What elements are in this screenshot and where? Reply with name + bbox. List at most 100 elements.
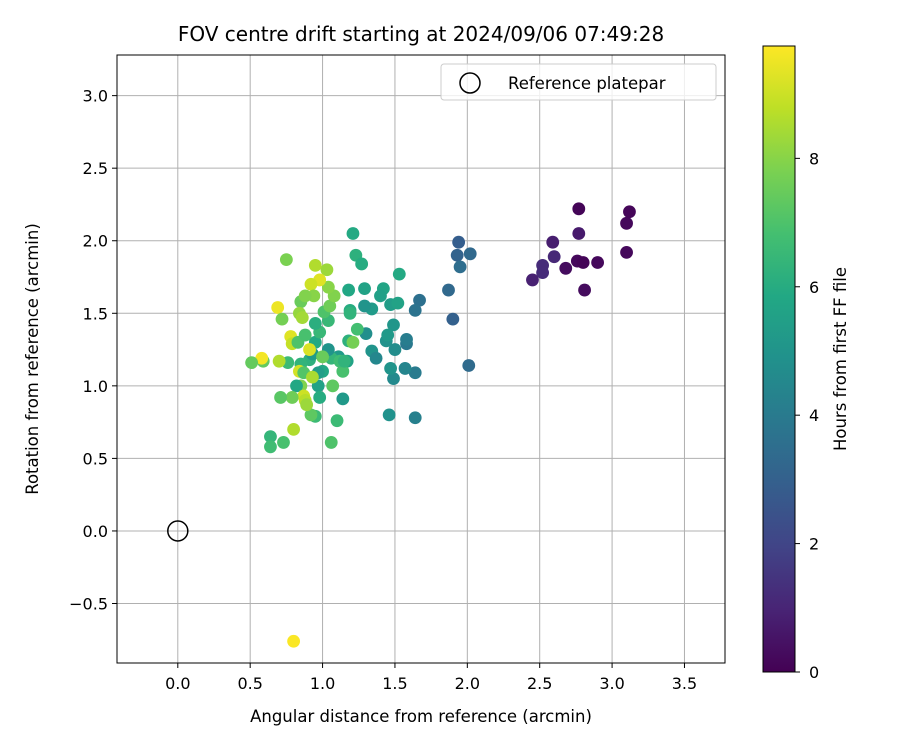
data-point: [578, 283, 591, 297]
data-point: [298, 328, 312, 342]
data-point: [336, 392, 350, 406]
data-point: [620, 245, 633, 259]
data-point: [358, 299, 371, 313]
data-point: [572, 227, 586, 240]
data-point: [255, 351, 269, 365]
x-axis-label: Angular distance from reference (arcmin): [250, 707, 592, 726]
data-point: [591, 256, 605, 269]
data-point: [245, 356, 259, 370]
data-point: [446, 312, 460, 326]
data-point: [350, 322, 364, 336]
data-point: [576, 256, 590, 269]
x-tick-label: 0.5: [237, 674, 262, 693]
grid-lines: [117, 55, 725, 663]
x-tick-label: 3.5: [672, 674, 697, 693]
data-point: [290, 379, 303, 393]
legend-box: [440, 63, 717, 101]
data-point: [287, 634, 301, 648]
data-point: [343, 306, 357, 320]
data-point: [355, 257, 369, 271]
data-point: [462, 359, 476, 372]
data-point: [304, 277, 318, 291]
data-point: [388, 343, 402, 356]
data-point: [274, 391, 287, 404]
y-tick-label: 1.5: [83, 304, 108, 323]
reference-point-marker: [167, 520, 189, 542]
data-point: [526, 273, 539, 287]
data-point: [623, 205, 636, 219]
legend-marker: [459, 72, 481, 94]
y-tick-label: 2.0: [83, 232, 108, 251]
data-point: [559, 261, 573, 275]
data-point: [298, 289, 312, 303]
data-point: [304, 408, 318, 422]
data-point: [320, 263, 334, 277]
data-point: [342, 283, 356, 297]
data-point: [413, 293, 426, 307]
data-point: [330, 414, 344, 428]
data-point: [275, 312, 289, 326]
data-point: [308, 317, 322, 330]
data-point: [398, 362, 412, 375]
data-point: [400, 333, 413, 346]
data-point: [369, 351, 383, 365]
data-point: [620, 216, 633, 230]
data-point: [323, 299, 337, 313]
data-point: [295, 311, 309, 325]
colorbar-tick-label: 4: [809, 406, 819, 425]
data-point: [442, 283, 455, 297]
legend: Reference platepar: [440, 63, 717, 101]
data-point: [452, 235, 466, 249]
data-point: [374, 289, 387, 303]
data-point: [536, 266, 549, 280]
colorbar-tick-label: 8: [809, 149, 819, 168]
y-tick-label: 0.5: [83, 449, 108, 468]
data-point: [326, 379, 340, 393]
data-point: [547, 250, 561, 264]
x-axis-ticks: 0.0 0.5 1.0 1.5 2.0 2.5 3.0 3.5: [165, 663, 697, 693]
data-point: [271, 301, 285, 314]
data-point: [381, 328, 395, 342]
x-tick-label: 1.5: [382, 674, 407, 693]
data-point: [384, 362, 397, 375]
y-tick-label: −0.5: [69, 595, 108, 614]
data-point: [408, 366, 422, 380]
data-point: [546, 235, 560, 249]
data-point: [382, 408, 396, 422]
data-point: [408, 411, 422, 425]
data-point: [308, 259, 322, 272]
data-point: [303, 343, 316, 356]
data-point: [279, 253, 293, 267]
y-tick-label: 2.5: [83, 159, 108, 178]
x-tick-label: 1.0: [310, 674, 335, 693]
y-tick-label: 3.0: [83, 87, 108, 106]
y-tick-label: 1.0: [83, 377, 108, 396]
colorbar-label: Hours from first FF file: [831, 267, 850, 451]
legend-label: Reference platepar: [508, 74, 666, 93]
scatter-series: [245, 202, 636, 648]
y-axis-label: Rotation from reference (arcmin): [23, 223, 42, 495]
colorbar: 0 2 4 6 8 Hours from first FF file: [762, 45, 850, 682]
data-point: [313, 391, 327, 404]
data-point: [387, 318, 400, 332]
data-point: [463, 247, 477, 261]
data-point: [336, 364, 350, 378]
colorbar-tick-label: 6: [809, 278, 819, 297]
data-point: [408, 303, 422, 317]
x-tick-label: 2.5: [527, 674, 552, 693]
data-point: [285, 391, 299, 404]
data-point: [387, 372, 400, 385]
data-point: [391, 296, 405, 310]
plot-frame: [116, 54, 726, 664]
colorbar-tick-label: 0: [809, 663, 819, 682]
data-point: [392, 267, 406, 281]
colorbar-ticks: 0 2 4 6 8: [795, 149, 819, 682]
y-axis-ticks: −0.5 0.0 0.5 1.0 1.5 2.0 2.5 3.0: [69, 87, 117, 614]
data-point: [264, 430, 277, 444]
data-point: [321, 280, 335, 294]
data-point: [572, 202, 586, 216]
data-point: [358, 282, 371, 296]
data-point: [306, 370, 319, 384]
data-point: [346, 227, 360, 240]
